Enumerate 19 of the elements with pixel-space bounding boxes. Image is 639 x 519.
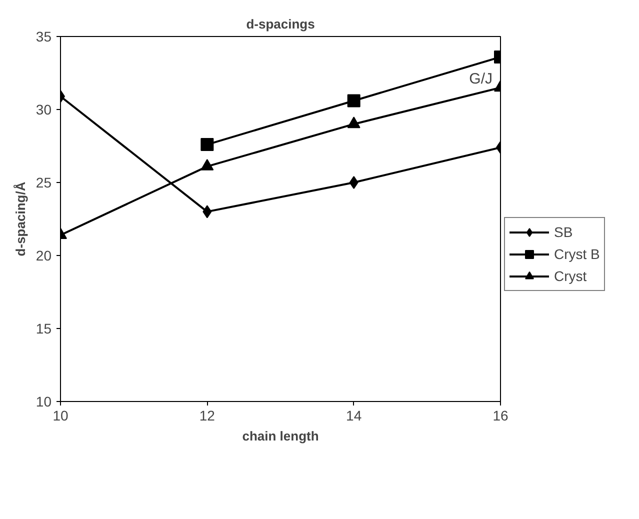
y-tick-label: 20 [36, 248, 52, 264]
y-tick-label: 30 [36, 102, 52, 118]
point [200, 138, 214, 152]
point [347, 94, 360, 108]
x-tick-label: 10 [52, 408, 68, 424]
annotation: G/J [469, 70, 493, 88]
x-tick-label: 16 [492, 408, 508, 424]
y-tick-label: 35 [36, 28, 52, 44]
y-tick-label: 25 [36, 174, 52, 190]
chart-title: d-spacings [246, 16, 315, 32]
legend-label: SB [554, 224, 574, 240]
legend-label: Cryst [554, 268, 587, 284]
y-axis-title: d-spacing/Å [12, 181, 28, 256]
legend-label: Cryst B [554, 246, 600, 262]
y-tick-label: 10 [36, 394, 52, 410]
x-axis-title: chain length [242, 428, 319, 444]
y-tick-label: 15 [36, 320, 52, 336]
x-tick-label: 12 [199, 408, 216, 424]
x-tick-label: 14 [346, 408, 362, 424]
